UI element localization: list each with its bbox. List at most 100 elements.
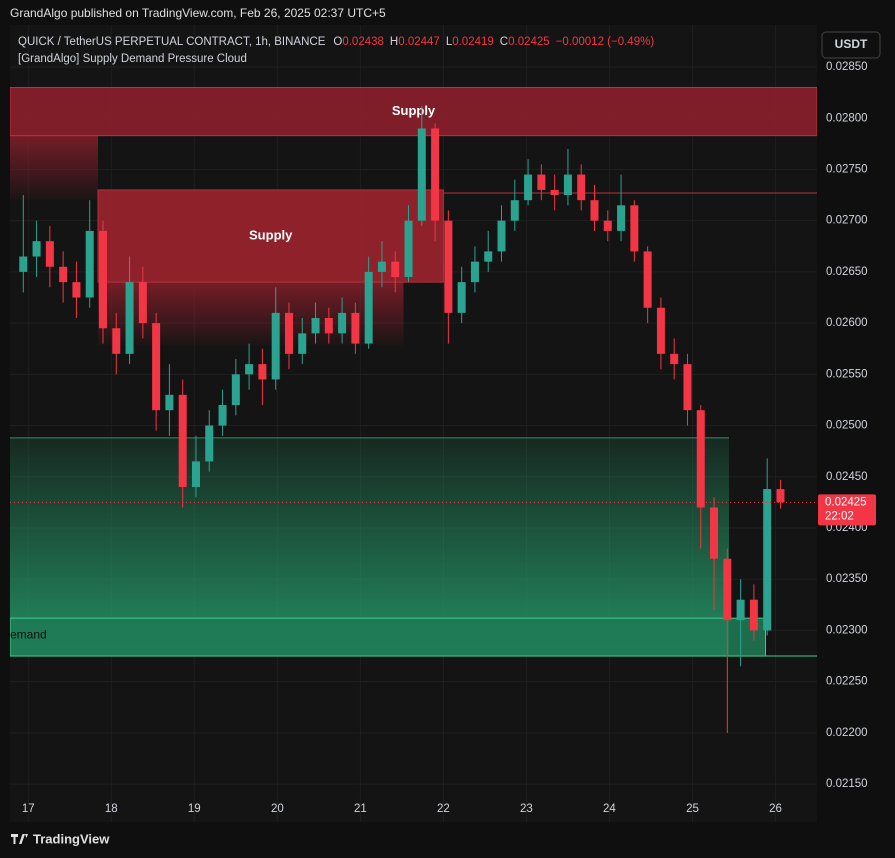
candle-body [338, 312, 347, 334]
candle-body [258, 364, 267, 380]
pressure-cloud [10, 135, 99, 201]
indicator-name: [GrandAlgo] Supply Demand Pressure Cloud [18, 53, 247, 65]
candle-body [431, 128, 440, 221]
candle-body [524, 174, 533, 201]
candle-body [152, 323, 161, 411]
candle-body [656, 307, 665, 354]
y-tick-label: 0.02550 [826, 368, 868, 380]
ohlc-label: L [446, 36, 453, 48]
y-tick-label: 0.02600 [826, 317, 868, 329]
candle-body [391, 261, 400, 278]
x-tick-label: 19 [188, 803, 201, 815]
candle-body [324, 317, 333, 334]
x-tick-label: 20 [271, 803, 284, 815]
candles [10, 105, 817, 733]
y-tick-label: 0.02150 [826, 778, 868, 790]
candle-body [284, 312, 293, 354]
candle-body [630, 205, 639, 252]
x-tick-label: 17 [22, 803, 35, 815]
axes: 0.02150 0.02200 0.02250 0.02300 0.02350 0.024… [22, 61, 876, 815]
candle-body [590, 200, 599, 221]
candle-body [617, 205, 626, 231]
x-tick-label: 23 [520, 803, 533, 815]
candle-body [178, 394, 187, 488]
candle-body [710, 507, 719, 559]
candle-body [563, 174, 572, 196]
candle-body [749, 599, 758, 631]
candle-body [470, 261, 479, 283]
candle-body [19, 256, 28, 272]
candle-body [311, 317, 320, 334]
candle-body [364, 271, 373, 344]
price-badge [818, 494, 876, 526]
candle-body [776, 489, 785, 503]
candle-body [125, 282, 134, 354]
y-tick-label: 0.02500 [826, 420, 868, 432]
currency-button[interactable] [821, 31, 881, 59]
x-tick-label: 25 [686, 803, 699, 815]
y-tick-label: 0.02350 [826, 573, 868, 585]
x-tick-label: 26 [769, 803, 782, 815]
candle-body [271, 312, 280, 380]
candle-body [763, 489, 772, 631]
x-tick-label: 24 [603, 803, 616, 815]
ohlc-label: C [500, 36, 508, 48]
ohlc-value: 0.02438 [342, 36, 384, 48]
footer [0, 823, 895, 858]
candle-body [32, 241, 41, 257]
zone-label: Supply [392, 103, 436, 118]
x-tick-label: 22 [437, 803, 450, 815]
candle-body [112, 328, 121, 354]
candle-body [98, 230, 107, 329]
candle-body [696, 410, 705, 508]
candle-body [683, 364, 692, 411]
y-tick-label: 0.02750 [826, 163, 868, 175]
y-tick-label: 0.02250 [826, 676, 868, 688]
ohlc-label: H [390, 36, 398, 48]
candle-body [497, 220, 506, 252]
change: −0.00012 (−0.49%) [556, 36, 655, 48]
zone [10, 86, 817, 137]
candle-body [444, 220, 453, 313]
candle-body [537, 174, 546, 190]
candle-body [45, 241, 54, 267]
zone [10, 617, 767, 657]
y-tick-label: 0.02850 [826, 61, 868, 73]
y-tick-label: 0.02700 [826, 215, 868, 227]
y-tick-label: 0.02200 [826, 727, 868, 739]
ohlc-value: 0.02419 [452, 36, 494, 48]
candle-body [205, 425, 214, 462]
x-tick-label: 18 [105, 803, 118, 815]
y-tick-label: 0.02650 [826, 266, 868, 278]
ohlc-value: 0.02447 [398, 36, 440, 48]
candle-body [723, 558, 732, 621]
candle-body [218, 405, 227, 426]
legend: QUICK / TetherUS PERPETUAL CONTRACT, 1h,… [18, 36, 654, 48]
candle-body [603, 220, 612, 231]
currency-label[interactable]: USDT [835, 37, 868, 51]
candle-body [550, 189, 559, 196]
symbol: QUICK / TetherUS PERPETUAL CONTRACT, 1h,… [18, 36, 326, 48]
candle-body [165, 394, 174, 411]
price-label: 0.02425 [825, 496, 867, 508]
candle-body [138, 282, 147, 324]
ohlc-value: 0.02425 [508, 36, 550, 48]
candle-body [377, 261, 386, 272]
candle-body [417, 128, 426, 221]
y-tick-label: 0.02300 [826, 624, 868, 636]
publisher: GrandAlgo published on TradingView.com, … [10, 6, 386, 20]
ohlc-label: O [333, 36, 342, 48]
plot-area [10, 25, 817, 822]
candle-body [231, 374, 240, 406]
brand: TradingView [33, 831, 110, 846]
y-tick-label: 0.02450 [826, 471, 868, 483]
candle-body [577, 174, 586, 201]
candle-body [191, 461, 200, 488]
x-tick-label: 21 [354, 803, 367, 815]
candle-body [736, 599, 745, 621]
logo [11, 834, 28, 844]
countdown: 22:02 [825, 510, 854, 522]
candle-body [484, 251, 493, 262]
